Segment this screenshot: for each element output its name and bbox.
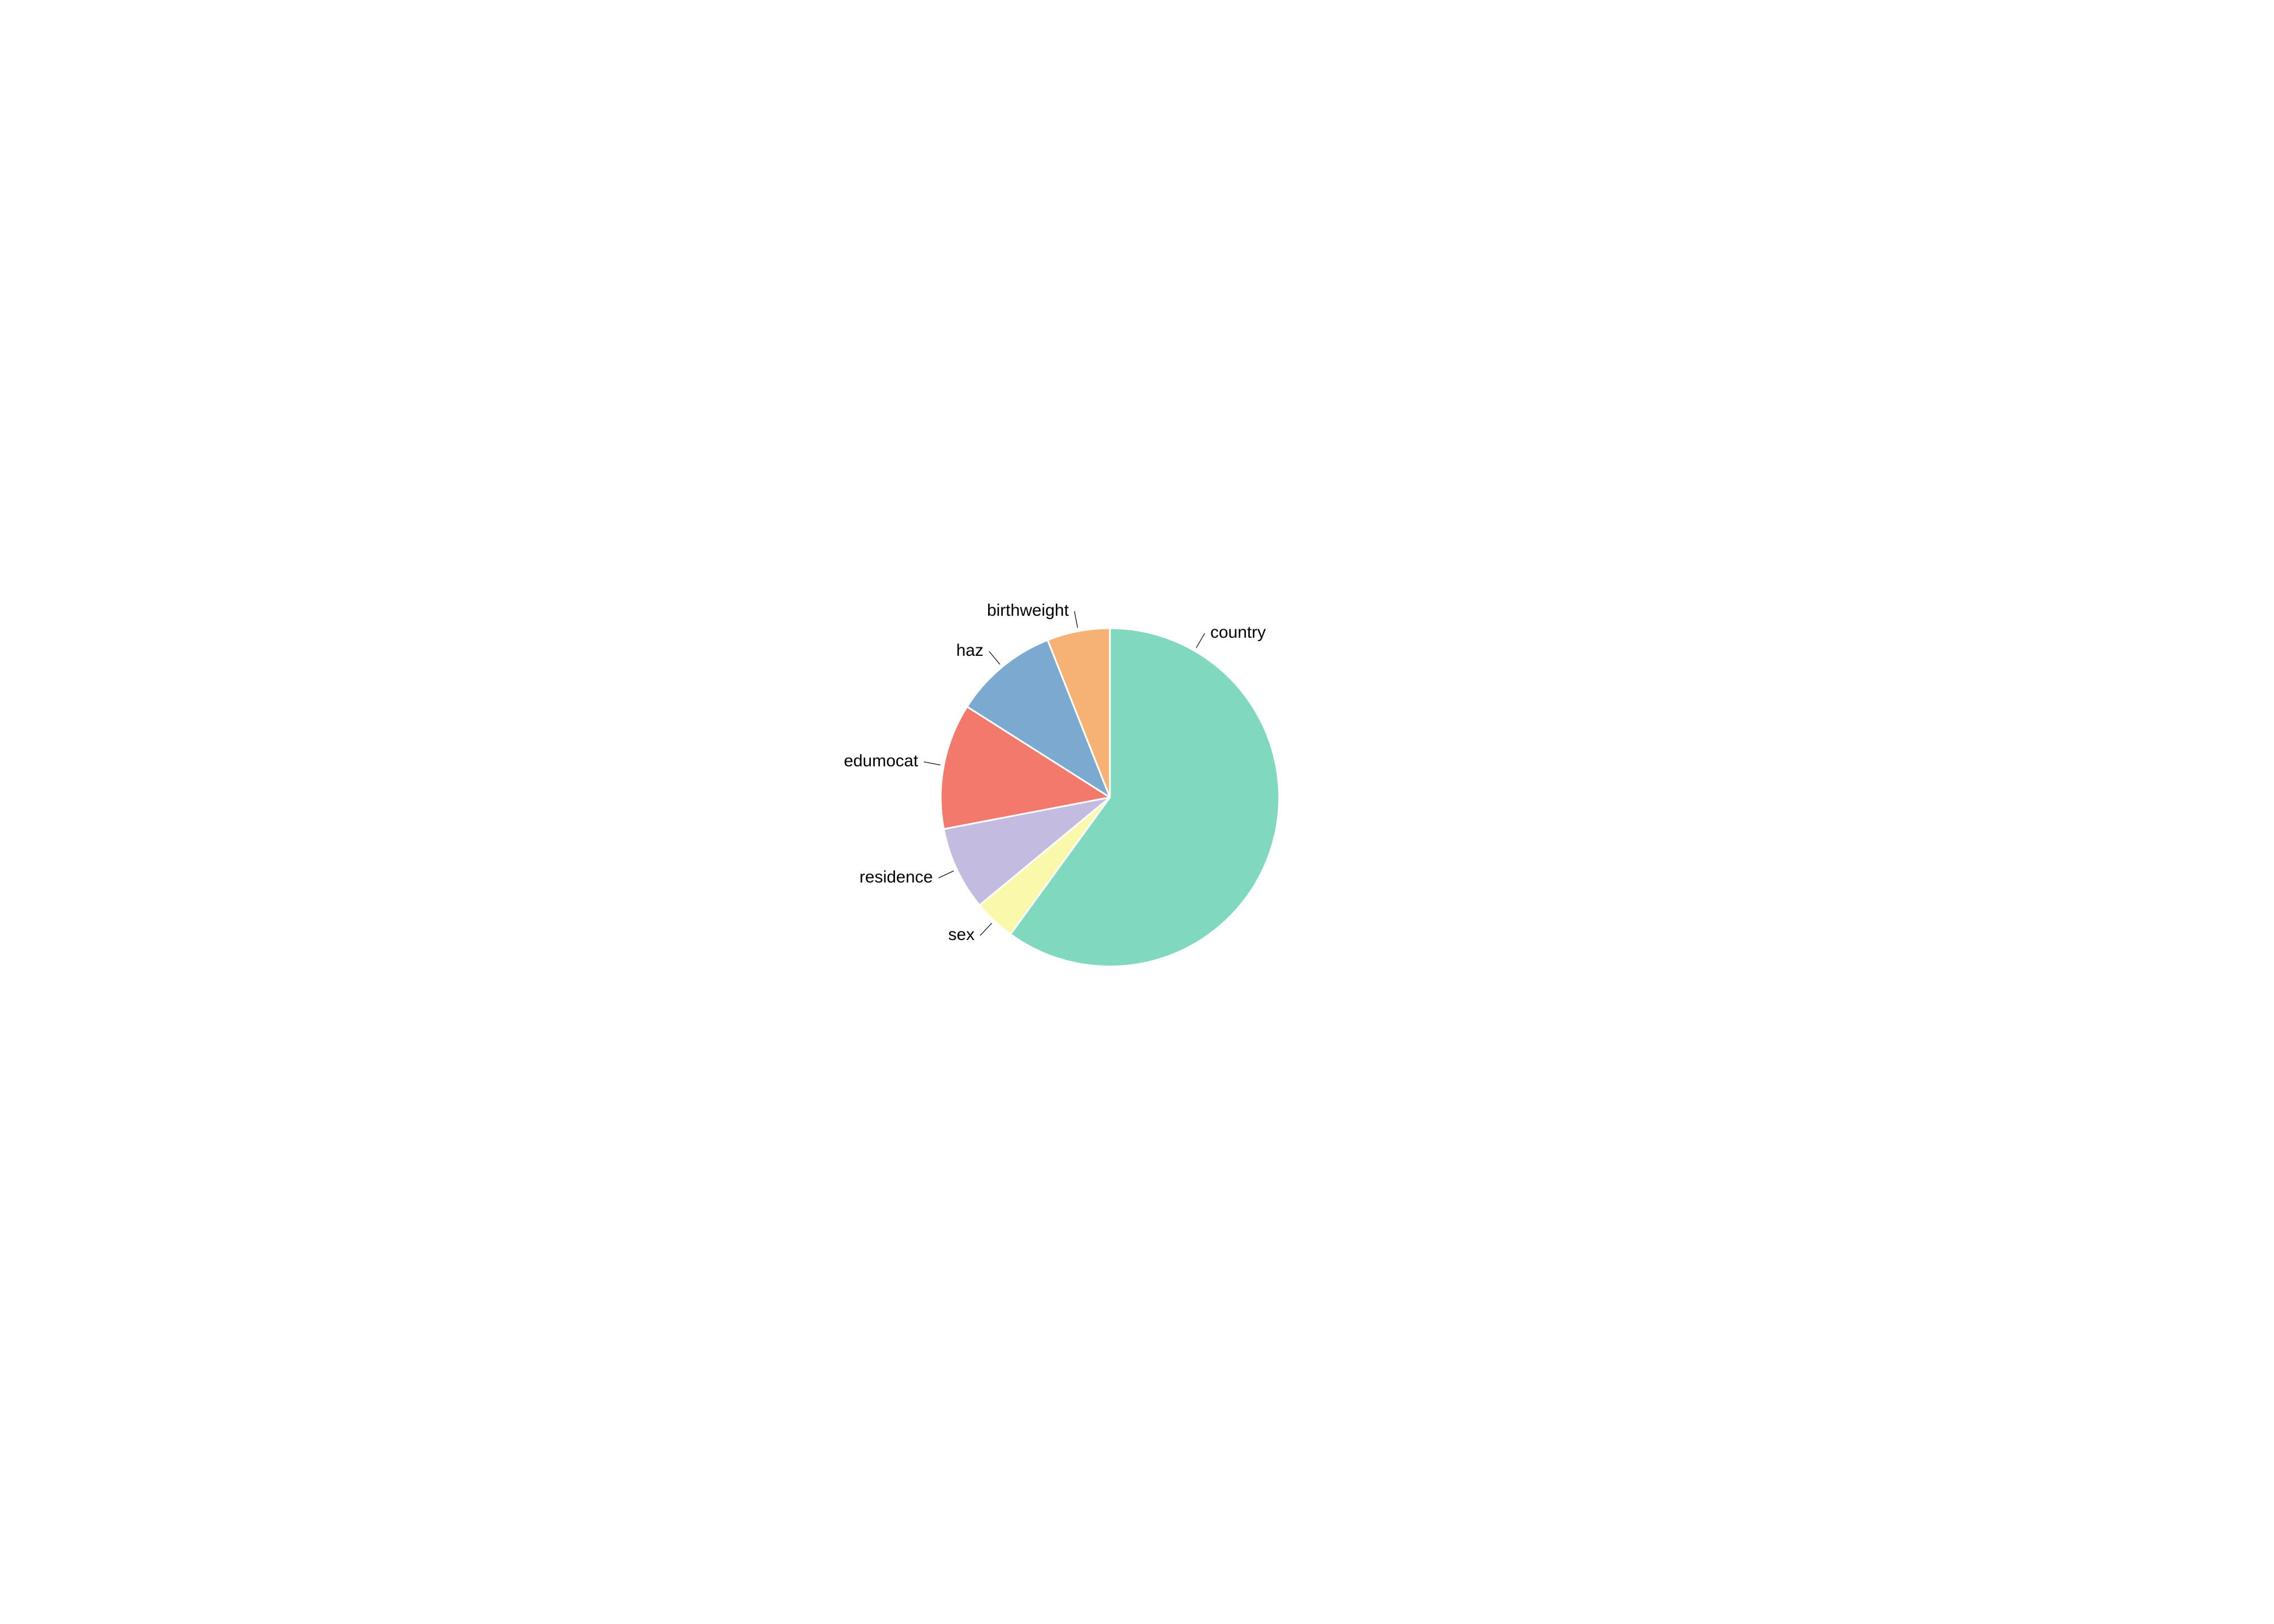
pie-slices bbox=[941, 628, 1279, 967]
label-residence: residence bbox=[860, 868, 933, 886]
pie-chart-svg: country sex residence edumocat haz birthweigh… bbox=[772, 555, 1502, 1069]
label-country: country bbox=[1210, 623, 1266, 642]
label-edumocat: edumocat bbox=[844, 752, 918, 770]
label-birthweight: birthweight bbox=[987, 601, 1069, 620]
label-sex: sex bbox=[948, 925, 975, 944]
label-haz: haz bbox=[956, 641, 983, 660]
pie-chart: country sex residence edumocat haz birthweigh… bbox=[772, 555, 1502, 1069]
